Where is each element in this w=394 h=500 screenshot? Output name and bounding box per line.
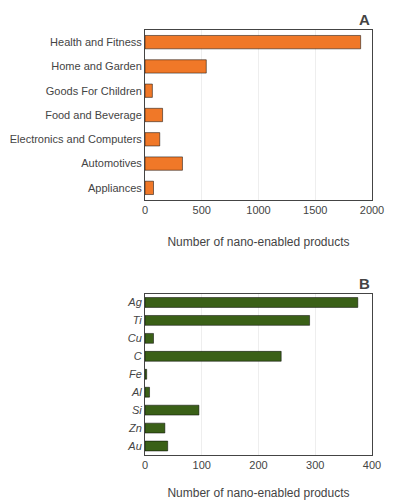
svg-text:Au: Au (127, 440, 141, 452)
svg-text:300: 300 (306, 459, 324, 471)
svg-text:0: 0 (142, 459, 148, 471)
svg-text:Electronics and Computers: Electronics and Computers (10, 133, 143, 145)
svg-text:200: 200 (249, 459, 267, 471)
svg-text:500: 500 (193, 204, 211, 216)
svg-text:100: 100 (193, 459, 211, 471)
svg-text:Si: Si (132, 404, 142, 416)
svg-text:Appliances: Appliances (88, 182, 142, 194)
svg-text:Automotives: Automotives (81, 157, 142, 169)
svg-text:Al: Al (131, 386, 142, 398)
svg-text:B: B (359, 275, 370, 292)
svg-text:0: 0 (142, 204, 148, 216)
svg-text:Home and Garden: Home and Garden (51, 60, 142, 72)
svg-text:Goods For Children: Goods For Children (46, 85, 142, 97)
svg-text:Number of nano-enabled product: Number of nano-enabled products (167, 235, 349, 249)
svg-text:Cu: Cu (128, 332, 142, 344)
svg-text:Food and Beverage: Food and Beverage (45, 109, 142, 121)
svg-text:Number of nano-enabled product: Number of nano-enabled products (167, 486, 349, 500)
svg-text:C: C (134, 350, 142, 362)
svg-text:Zn: Zn (128, 422, 142, 434)
svg-text:Ti: Ti (133, 314, 143, 326)
svg-text:Fe: Fe (129, 368, 142, 380)
svg-text:Ag: Ag (127, 296, 142, 308)
svg-text:Health and Fitness: Health and Fitness (50, 36, 142, 48)
svg-text:1000: 1000 (246, 204, 270, 216)
svg-text:1500: 1500 (303, 204, 327, 216)
svg-text:400: 400 (363, 459, 381, 471)
svg-text:2000: 2000 (360, 204, 384, 216)
svg-text:A: A (359, 11, 370, 28)
